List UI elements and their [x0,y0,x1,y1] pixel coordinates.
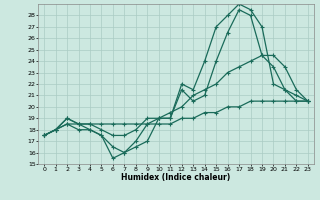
X-axis label: Humidex (Indice chaleur): Humidex (Indice chaleur) [121,173,231,182]
